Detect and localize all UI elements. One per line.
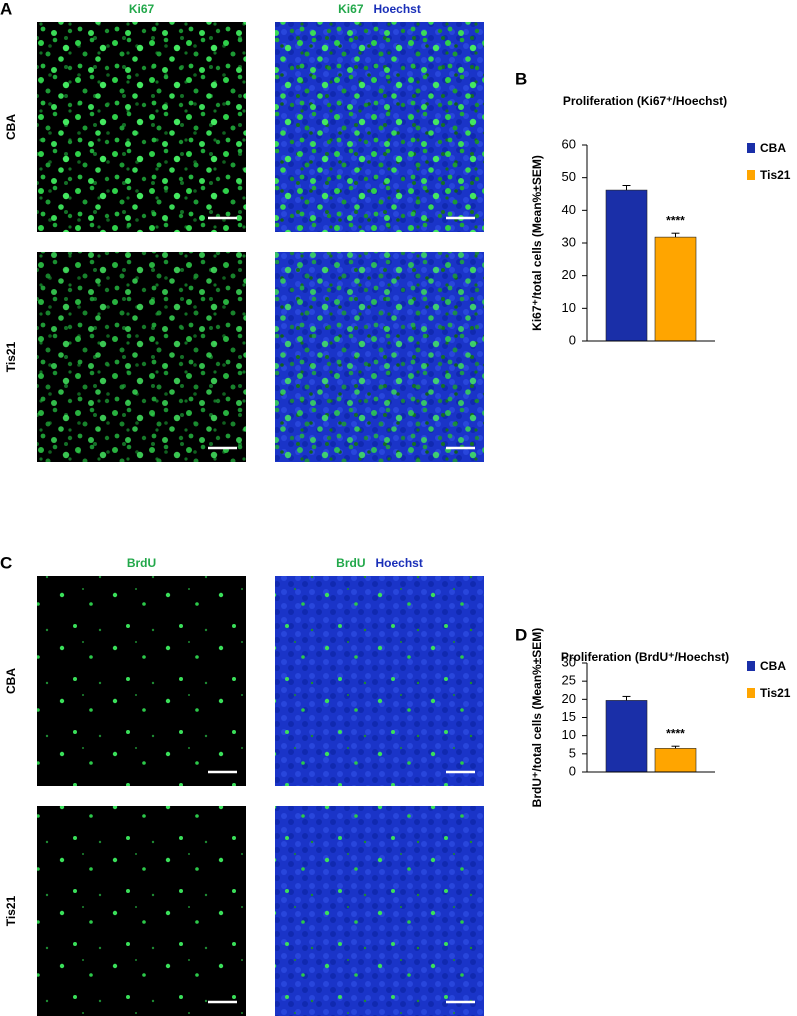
y-tick-label: 0 bbox=[569, 332, 576, 347]
bar bbox=[654, 236, 697, 342]
significance: **** bbox=[666, 213, 685, 227]
significance: **** bbox=[666, 726, 685, 740]
bar bbox=[605, 189, 648, 342]
y-tick-label: 25 bbox=[562, 673, 576, 688]
column-header-word: Ki67 bbox=[338, 2, 364, 16]
micrograph-signal bbox=[37, 252, 246, 462]
column-header-word: Hoechst bbox=[374, 2, 421, 16]
row-label: Tis21 bbox=[4, 895, 18, 926]
y-tick-label: 30 bbox=[562, 654, 576, 669]
legend-swatch bbox=[747, 170, 755, 180]
y-tick-label: 10 bbox=[562, 300, 576, 315]
y-tick-label: 20 bbox=[562, 691, 576, 706]
column-header: BrdU Hoechst bbox=[336, 556, 423, 570]
column-header-word: Ki67 bbox=[129, 2, 155, 16]
chart-title: Proliferation (Ki67⁺/Hoechst) bbox=[563, 94, 727, 108]
legend-label: Tis21 bbox=[760, 686, 791, 700]
legend-swatch bbox=[747, 688, 755, 698]
micrograph-signal bbox=[275, 252, 484, 462]
micrograph-signal bbox=[37, 806, 246, 1016]
column-header-word: Hoechst bbox=[376, 556, 423, 570]
panel-letter: D bbox=[515, 625, 527, 644]
row-label: CBA bbox=[4, 114, 18, 140]
legend-label: CBA bbox=[760, 141, 786, 155]
error-bar bbox=[671, 745, 680, 749]
y-tick-label: 50 bbox=[562, 169, 576, 184]
micrograph-signal bbox=[275, 576, 484, 786]
y-tick-label: 40 bbox=[562, 202, 576, 217]
column-header-word: BrdU bbox=[127, 556, 156, 570]
y-tick-label: 15 bbox=[562, 709, 576, 724]
column-header: Ki67 bbox=[129, 2, 155, 16]
error-bar bbox=[622, 695, 631, 701]
y-tick-label: 0 bbox=[569, 763, 576, 778]
panel-letter: B bbox=[515, 69, 527, 88]
chart-title: Proliferation (BrdU⁺/Hoechst) bbox=[561, 650, 729, 664]
bar bbox=[654, 748, 697, 773]
legend-label: Tis21 bbox=[760, 168, 791, 182]
y-tick-label: 60 bbox=[562, 136, 576, 151]
error-bar bbox=[622, 185, 631, 191]
column-header: Ki67 Hoechst bbox=[338, 2, 421, 16]
y-tick-label: 20 bbox=[562, 267, 576, 282]
y-tick-label: 10 bbox=[562, 727, 576, 742]
column-header-word: BrdU bbox=[336, 556, 365, 570]
panel-letter: A bbox=[0, 0, 12, 18]
error-bar bbox=[671, 232, 680, 238]
micrograph-signal bbox=[37, 22, 246, 232]
y-tick-label: 5 bbox=[569, 745, 576, 760]
column-header: BrdU bbox=[127, 556, 156, 570]
row-label: Tis21 bbox=[4, 341, 18, 372]
y-tick-label: 30 bbox=[562, 234, 576, 249]
panel-letter: C bbox=[0, 553, 12, 572]
legend-swatch bbox=[747, 143, 755, 153]
row-label: CBA bbox=[4, 668, 18, 694]
y-axis-label: BrdU⁺/total cells (Mean%±SEM) bbox=[530, 628, 544, 808]
legend-label: CBA bbox=[760, 659, 786, 673]
micrograph-signal bbox=[37, 576, 246, 786]
micrograph-signal bbox=[275, 806, 484, 1016]
y-axis-label: Ki67⁺/total cells (Mean%±SEM) bbox=[530, 155, 544, 331]
micrograph-signal bbox=[275, 22, 484, 232]
legend-swatch bbox=[747, 661, 755, 671]
bar bbox=[605, 700, 648, 773]
